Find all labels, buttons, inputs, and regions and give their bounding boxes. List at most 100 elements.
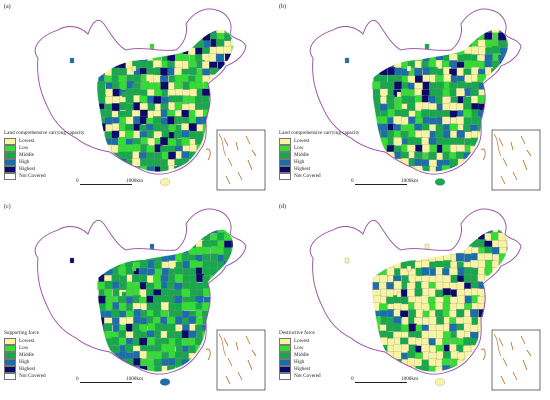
region-cell bbox=[498, 288, 507, 297]
region-cell bbox=[153, 261, 163, 270]
region-cell bbox=[490, 315, 500, 325]
region-cell bbox=[195, 357, 205, 367]
legend-item-low: Low bbox=[279, 345, 321, 353]
island-dash bbox=[522, 359, 528, 371]
region-cell bbox=[174, 316, 184, 325]
legend-item-high: High bbox=[279, 359, 321, 367]
legend-item-highest: Highest bbox=[4, 366, 46, 374]
region-cell bbox=[457, 81, 466, 90]
region-cell bbox=[209, 109, 219, 119]
region-cell bbox=[210, 253, 219, 262]
region-cell bbox=[492, 81, 501, 90]
island-dash bbox=[237, 171, 243, 181]
region-cell bbox=[216, 232, 226, 241]
region-cell bbox=[201, 95, 211, 104]
legend-swatch bbox=[4, 373, 16, 381]
region-cell bbox=[138, 337, 148, 346]
region-cell bbox=[229, 275, 233, 284]
region-cell bbox=[408, 337, 417, 346]
region-cell bbox=[231, 282, 233, 292]
region-cell bbox=[196, 366, 205, 372]
region-cell bbox=[455, 253, 465, 262]
region-cell bbox=[139, 239, 148, 249]
region-cell bbox=[492, 295, 501, 304]
region-cell bbox=[449, 231, 458, 241]
region-cell bbox=[223, 268, 233, 277]
region-cell bbox=[415, 33, 424, 42]
scale-end: 1000km bbox=[126, 178, 144, 184]
region-cell bbox=[210, 316, 219, 325]
legend-swatch bbox=[4, 166, 16, 174]
region-cell bbox=[223, 96, 233, 106]
legend-swatch bbox=[4, 173, 16, 181]
legend-label: High bbox=[19, 159, 30, 166]
region-cell bbox=[111, 336, 120, 346]
legend-item-low: Low bbox=[4, 345, 46, 353]
island-dash bbox=[526, 349, 532, 357]
island-dash bbox=[227, 357, 233, 367]
region-cell bbox=[181, 301, 190, 311]
region-cell bbox=[372, 374, 380, 382]
legend-item-not-covered: Not Covered bbox=[4, 173, 85, 181]
region-cell bbox=[97, 281, 106, 290]
region-cell bbox=[478, 374, 486, 382]
region-cell bbox=[506, 317, 508, 326]
region-cell bbox=[217, 294, 226, 304]
region-cell bbox=[478, 46, 487, 55]
region-patch bbox=[344, 57, 350, 64]
region-cell bbox=[181, 137, 190, 146]
region-patch bbox=[396, 291, 402, 298]
region-cell bbox=[174, 101, 183, 111]
region-cell bbox=[393, 137, 402, 146]
legend-label: Low bbox=[19, 145, 29, 152]
region-cell bbox=[506, 288, 508, 297]
region-cell bbox=[189, 281, 198, 290]
region-cell bbox=[386, 267, 395, 276]
region-cell bbox=[202, 159, 211, 168]
region-cell bbox=[111, 103, 121, 112]
region-cell bbox=[393, 115, 402, 125]
region-cell bbox=[449, 158, 458, 167]
region-cell bbox=[230, 302, 233, 312]
region-cell bbox=[478, 174, 486, 182]
region-cell bbox=[463, 117, 472, 126]
region-cell bbox=[414, 229, 423, 235]
region-cell bbox=[140, 229, 149, 235]
region-cell bbox=[490, 275, 500, 284]
region-cell bbox=[394, 232, 404, 241]
legend-item-low: Low bbox=[279, 145, 360, 153]
region-cell bbox=[125, 33, 134, 42]
region-cell bbox=[400, 29, 409, 35]
region-cell bbox=[161, 129, 171, 139]
region-cell bbox=[421, 330, 430, 339]
region-cell bbox=[160, 67, 169, 76]
region-cell bbox=[491, 74, 501, 83]
region-cell bbox=[407, 350, 416, 360]
region-cell bbox=[167, 323, 176, 332]
region-cell bbox=[435, 88, 444, 98]
region-cell bbox=[379, 352, 388, 361]
region-cell bbox=[415, 240, 424, 249]
scale-line bbox=[355, 184, 407, 185]
region-cell bbox=[153, 40, 162, 49]
region-cell bbox=[485, 281, 494, 290]
region-cell bbox=[201, 61, 211, 70]
region-cell bbox=[231, 295, 233, 304]
region-cell bbox=[400, 229, 409, 236]
island-dash bbox=[247, 359, 253, 371]
region-cell bbox=[484, 294, 493, 304]
region-cell bbox=[105, 173, 113, 181]
region-cell bbox=[422, 229, 431, 235]
island-dash bbox=[520, 335, 526, 345]
region-cell bbox=[111, 274, 120, 283]
region-cell bbox=[229, 317, 233, 326]
china-map-c bbox=[34, 208, 266, 391]
national-border bbox=[309, 208, 522, 375]
region-cell bbox=[188, 123, 197, 132]
region-cell bbox=[224, 117, 233, 126]
region-cell bbox=[118, 229, 127, 235]
region-cell bbox=[153, 295, 162, 304]
region-cell bbox=[372, 158, 381, 167]
region-cell bbox=[231, 80, 233, 90]
region-cell bbox=[217, 289, 226, 299]
